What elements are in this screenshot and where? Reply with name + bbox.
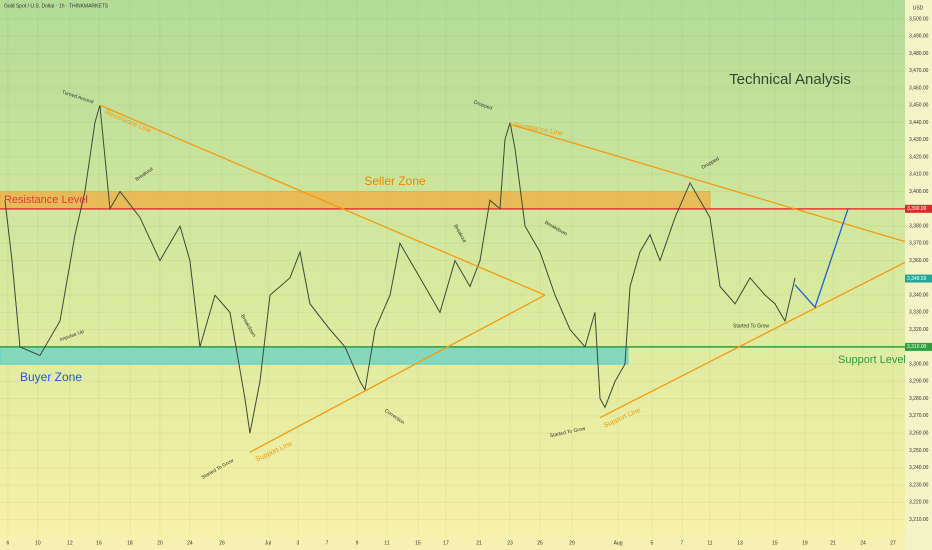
y-tick-label: 3,480.00 [909,51,929,57]
y-tick-label: 3,400.00 [909,189,929,195]
x-tick-label: 19 [802,540,808,546]
x-tick-label: 21 [830,540,836,546]
y-tick-label: 3,470.00 [909,68,929,74]
y-tick-label: 3,260.00 [909,431,929,437]
x-tick-label: 11 [707,540,712,546]
y-tick-label: 3,360.00 [909,258,929,264]
trend-line [509,123,906,243]
y-tick-label: 3,270.00 [909,413,929,419]
x-tick-label: 24 [187,540,193,546]
x-tick-label: 9 [356,540,359,546]
x-tick-label: 7 [681,540,684,546]
x-tick-label: 21 [476,540,482,546]
trend-line [599,261,906,419]
level-label: Resistance Level [4,194,88,206]
x-tick-label: 26 [219,540,225,546]
y-tick-label: 3,320.00 [909,327,929,333]
y-tick-label: 3,330.00 [909,310,929,316]
x-tick-label: 5 [651,540,654,546]
y-tick-label: 3,440.00 [909,120,929,126]
y-tick-label: 3,290.00 [909,379,929,385]
y-tick-label: 3,420.00 [909,154,929,160]
x-tick-label: 17 [443,540,449,546]
price-tag [905,274,932,283]
x-tick-label: 29 [569,540,575,546]
currency: USD [913,5,924,11]
price-tag [905,342,932,351]
x-tick-label: 27 [890,540,896,546]
y-tick-label: 3,450.00 [909,103,929,109]
price-line [4,105,796,434]
axis-panel [0,535,905,550]
price-tag-label: 3,390.00 [907,206,927,212]
zone [0,191,711,210]
x-tick-label: Aug [614,540,623,546]
trend-line [249,294,546,453]
x-tick-label: 16 [96,540,102,546]
y-tick-label: 3,280.00 [909,396,929,402]
y-tick-label: 3,370.00 [909,241,929,247]
x-tick-label: 7 [326,540,329,546]
y-tick-label: 3,240.00 [909,465,929,471]
x-tick-label: 11 [384,540,389,546]
price-tag-label: 3,310.00 [907,344,927,350]
y-tick-label: 3,380.00 [909,223,929,229]
y-tick-label: 3,410.00 [909,172,929,178]
x-tick-label: 12 [67,540,73,546]
x-tick-label: 15 [415,540,421,546]
y-tick-label: 3,250.00 [909,448,929,454]
x-tick-label: 25 [537,540,543,546]
y-tick-label: 3,460.00 [909,85,929,91]
zone [0,346,629,365]
x-tick-label: 15 [772,540,778,546]
x-tick-label: 13 [737,540,743,546]
trend-line [794,208,849,309]
y-tick-label: 3,490.00 [909,34,929,40]
zone-label: Buyer Zone [20,370,82,384]
trend-line [99,104,546,296]
x-tick-label: 3 [297,540,300,546]
level-label: Support Level [838,354,906,366]
zone-label: Seller Zone [364,174,426,188]
x-tick-label: 20 [157,540,163,546]
y-tick-label: 3,230.00 [909,482,929,488]
price-tag [905,204,932,213]
x-tick-label: 23 [507,540,513,546]
y-tick-label: 3,500.00 [909,16,929,22]
chart-title: Gold Spot / U.S. Dollar · 1h · THINKMARK… [4,3,109,9]
x-tick-label: 24 [860,540,866,546]
price-tag-label: 3,349.59 [907,276,927,282]
x-tick-label: 6 [7,540,10,546]
y-tick-label: 3,430.00 [909,137,929,143]
x-tick-label: 18 [127,540,133,546]
y-tick-label: 3,340.00 [909,292,929,298]
x-tick-label: Jul [265,540,271,546]
x-tick-label: 10 [35,540,41,546]
headline: Technical Analysis [729,71,851,88]
note: Started To Grow [733,323,769,329]
y-tick-label: 3,300.00 [909,361,929,367]
y-tick-label: 3,220.00 [909,500,929,506]
y-tick-label: 3,210.00 [909,517,929,523]
